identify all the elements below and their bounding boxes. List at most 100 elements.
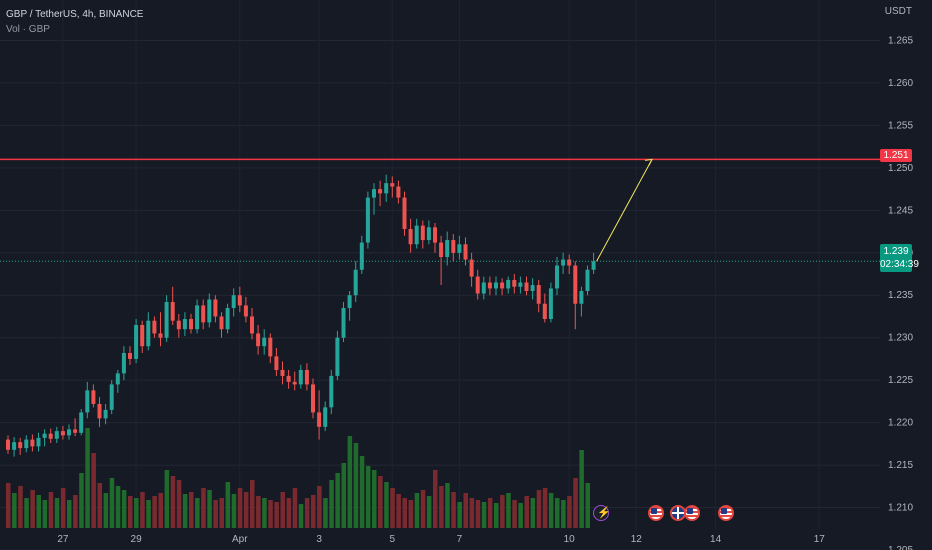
- candle-body: [329, 375, 334, 408]
- candle-body: [439, 242, 444, 258]
- symbol-title[interactable]: GBP / TetherUS, 4h, BINANCE: [6, 9, 144, 20]
- volume-bar: [390, 488, 395, 528]
- candle-body: [591, 261, 596, 270]
- volume-bar: [97, 483, 102, 528]
- candle-body: [506, 279, 511, 289]
- candle-body: [109, 384, 114, 410]
- volume-bar: [567, 496, 572, 528]
- candle-body: [262, 337, 267, 347]
- candle-body: [365, 197, 370, 243]
- candle-body: [121, 352, 126, 374]
- candle-body: [494, 282, 498, 289]
- volume-bar: [353, 443, 359, 528]
- candle-body: [274, 356, 279, 370]
- candle-body: [158, 333, 163, 338]
- candle-body: [170, 302, 175, 321]
- price-tick-label: 1.255: [888, 120, 913, 131]
- volume-bar: [109, 478, 115, 528]
- time-tick-label: 14: [710, 534, 722, 545]
- candle-body: [390, 183, 395, 187]
- candle-body: [12, 442, 17, 450]
- volume-bars: [6, 428, 590, 528]
- price-tick-label: 1.265: [888, 35, 913, 46]
- price-tick-label: 1.215: [888, 460, 913, 471]
- volume-bar: [91, 453, 96, 528]
- time-tick-label: 29: [131, 534, 143, 545]
- candle-body: [585, 269, 590, 291]
- price-tick-label: 1.250: [888, 163, 913, 174]
- volume-bar: [213, 500, 218, 528]
- volume-bar: [506, 493, 511, 528]
- volume-bar: [579, 450, 584, 528]
- volume-bar: [561, 500, 566, 528]
- us-flag-icon[interactable]: [684, 505, 700, 521]
- candle-body: [475, 276, 480, 294]
- volume-bar: [573, 478, 578, 528]
- time-tick-label: 27: [57, 534, 69, 545]
- candle-body: [18, 442, 23, 449]
- candle-body: [256, 333, 261, 347]
- volume-bar: [512, 500, 517, 528]
- volume-bar: [85, 428, 90, 528]
- volume-bar: [274, 502, 279, 528]
- volume-bar: [201, 488, 206, 528]
- volume-bar: [329, 480, 334, 528]
- candle-body: [469, 259, 474, 277]
- volume-bar: [6, 483, 11, 528]
- volume-bar: [317, 486, 322, 528]
- candle-body: [225, 307, 230, 330]
- candle-body: [67, 429, 71, 436]
- uk-flag-icon[interactable]: [670, 505, 686, 521]
- volume-bar: [182, 494, 188, 528]
- price-axis: 1.2051.2101.2151.2201.2251.2301.2351.240…: [888, 35, 913, 550]
- volume-bar: [451, 492, 456, 528]
- candle-body: [189, 319, 193, 330]
- candle-body: [231, 295, 236, 308]
- candle-body: [219, 316, 224, 330]
- volume-bar: [152, 496, 157, 528]
- volume-bar: [207, 490, 212, 528]
- volume-bar: [542, 488, 548, 528]
- candle-body: [201, 305, 206, 323]
- candle-body: [298, 369, 303, 385]
- volume-bar: [384, 482, 389, 528]
- currency-unit[interactable]: USDT: [884, 6, 912, 17]
- volume-legend[interactable]: Vol · GBP: [6, 24, 50, 35]
- candle-body: [420, 225, 425, 241]
- volume-bar: [128, 496, 133, 528]
- us-flag-icon[interactable]: [648, 505, 664, 521]
- candle-body: [396, 186, 401, 198]
- candle-body: [182, 319, 187, 330]
- candle-body: [134, 324, 139, 359]
- candle-body: [414, 225, 419, 245]
- volume-bar: [268, 500, 273, 528]
- candle-body: [451, 240, 456, 253]
- candle-body: [60, 431, 65, 436]
- volume-bar: [140, 492, 145, 528]
- volume-bar: [402, 498, 407, 528]
- volume-bar: [487, 498, 493, 528]
- volume-bar: [292, 488, 298, 528]
- candle-body: [548, 288, 553, 320]
- candle-body: [304, 369, 309, 385]
- candle-body: [6, 439, 10, 450]
- candle-body: [359, 242, 364, 270]
- candle-body: [250, 316, 254, 334]
- volume-bar: [48, 492, 54, 528]
- volume-bar: [335, 473, 340, 528]
- candle-body: [555, 265, 559, 289]
- volume-bar: [24, 498, 29, 528]
- candle-body: [353, 269, 358, 296]
- volume-bar: [158, 493, 163, 528]
- candle-body: [457, 244, 462, 253]
- candle-body: [433, 227, 437, 243]
- volume-bar: [347, 436, 353, 528]
- volume-bar: [250, 480, 255, 528]
- candle-body: [408, 229, 413, 245]
- us-flag-icon[interactable]: [718, 505, 734, 521]
- event-flash-icon[interactable]: ⚡: [593, 505, 611, 521]
- volume-bar: [243, 492, 249, 528]
- price-tick-label: 1.220: [888, 418, 913, 429]
- candle-body: [286, 375, 291, 382]
